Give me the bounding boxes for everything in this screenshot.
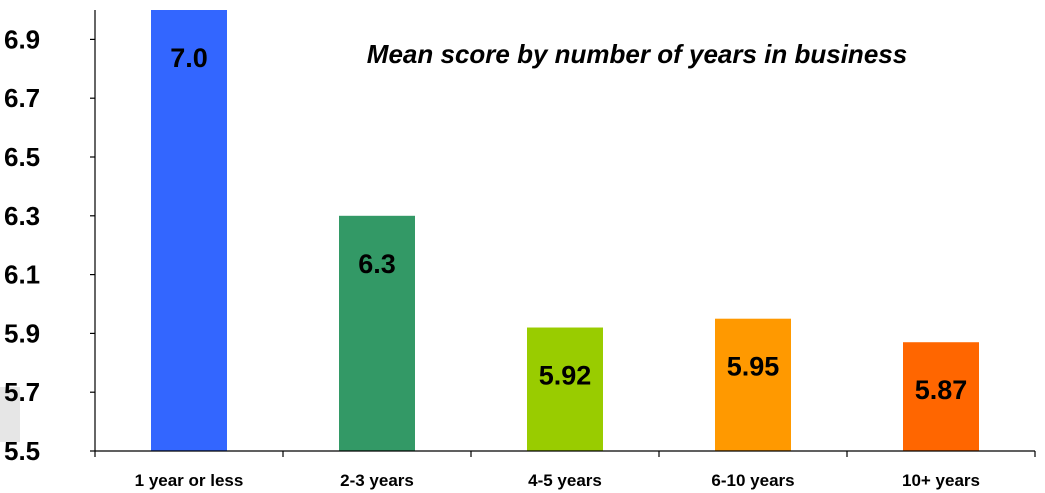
axes-layer: 5.5 5.7 5.9 6.1 6.3 6.5 6.7 6.9: [4, 10, 1036, 466]
x-category-label: 1 year or less: [135, 471, 244, 490]
bar: [715, 318, 791, 451]
bar: [903, 342, 979, 451]
bar: [527, 327, 603, 451]
x-category-label: 2-3 years: [340, 471, 414, 490]
y-tick-label: 5.7: [4, 377, 40, 407]
y-tick-label: 6.7: [4, 83, 40, 113]
x-category-label: 10+ years: [902, 471, 980, 490]
bar-value-label: 5.87: [915, 375, 968, 405]
bars-layer: [151, 10, 979, 451]
left-edge-panel: [0, 387, 20, 442]
y-tick-label: 6.5: [4, 142, 40, 172]
bar-value-label: 7.0: [170, 43, 208, 73]
y-tick-label: 5.5: [4, 436, 40, 466]
y-tick-label: 6.1: [4, 260, 40, 290]
y-tick-label: 6.3: [4, 201, 40, 231]
bar-value-label: 5.92: [539, 361, 592, 391]
x-category-label: 6-10 years: [711, 471, 794, 490]
y-tick-label: 5.9: [4, 318, 40, 348]
y-tick-label: 6.9: [4, 24, 40, 54]
chart-title: Mean score by number of years in busines…: [367, 39, 907, 69]
bar: [151, 10, 227, 451]
bar-value-label: 6.3: [358, 249, 396, 279]
labels-layer: 7.0 1 year or less 6.3 2-3 years 5.92 4-5 yea…: [135, 43, 980, 490]
bar-value-label: 5.95: [727, 352, 780, 382]
bar: [339, 215, 415, 451]
x-category-label: 4-5 years: [528, 471, 602, 490]
